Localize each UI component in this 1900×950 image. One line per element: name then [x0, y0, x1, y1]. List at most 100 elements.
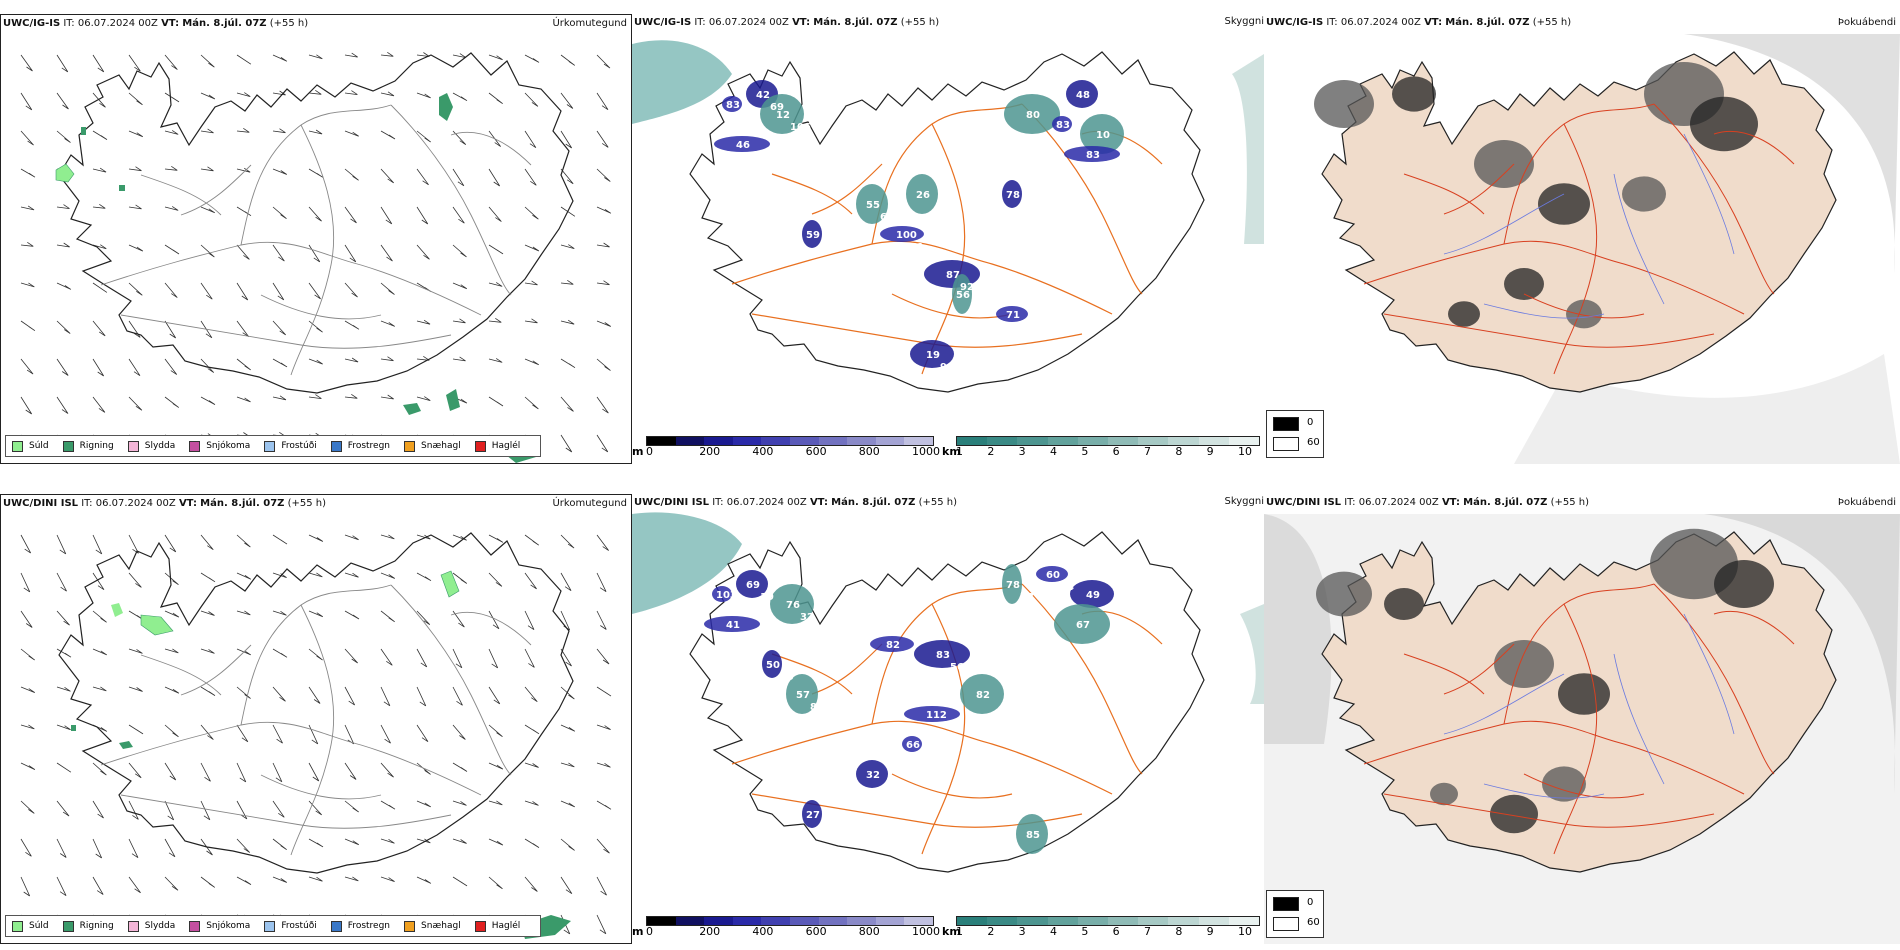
legend-item: Slydda	[127, 920, 176, 932]
legend-item: Súld	[12, 920, 49, 932]
legend-label: Rigning	[79, 921, 114, 931]
legend-swatch	[62, 920, 74, 932]
colorbar-tick: 1	[956, 925, 963, 938]
panel-title: Skyggni	[1224, 16, 1264, 27]
fog-map	[1264, 34, 1900, 464]
legend-label: Frostúði	[281, 441, 317, 451]
cloud-base-label: 103	[716, 590, 737, 601]
fog-map	[1264, 514, 1900, 944]
legend-label: Frostregn	[347, 441, 391, 451]
panel-title: Skyggni	[1224, 496, 1264, 507]
cloud-base-label: 83	[1056, 120, 1070, 131]
panel-header: UWC/DINI ISL IT: 06.07.2024 00Z VT: Mán.…	[634, 497, 958, 508]
cloud-base-label: 71	[1006, 310, 1020, 321]
cloud-base-label: 32	[866, 770, 880, 781]
cloud-base-panel-dini: UWC/DINI ISL IT: 06.07.2024 00Z VT: Mán.…	[632, 494, 1264, 944]
legend-label: Haglél	[491, 441, 521, 451]
cloud-map: 103 69 76 41 50 57 82 83 78 60 49 67 66 32 82 112 27 85 84…	[632, 512, 1264, 873]
colorbar-unit: m	[632, 445, 644, 458]
legend-item: Frostúði	[264, 440, 317, 452]
colorbar-tick: 9	[1206, 925, 1214, 938]
panel-header: UWC/DINI ISL IT: 06.07.2024 00Z VT: Mán.…	[1266, 497, 1590, 508]
colorbar-tick: 7	[1144, 445, 1151, 458]
precip-legend: Súld Rigning Slydda Snjókoma Frostúði Frostre…	[5, 435, 542, 457]
colorbar-tick: 3	[1018, 925, 1026, 938]
cloud-base-label: 19	[926, 350, 940, 361]
cloud-base-label: 76	[786, 600, 800, 611]
legend-swatch	[404, 440, 416, 452]
colorbar-tick: 8	[1175, 445, 1183, 458]
cloud-base-label: 80	[900, 652, 914, 663]
cloud-base-label: 87	[946, 270, 960, 281]
legend-item: Haglél	[474, 440, 521, 452]
colorbar-tick: 9	[1206, 445, 1214, 458]
legend-swatch	[189, 920, 201, 932]
legend-item: Súld	[12, 440, 49, 452]
panel-header: UWC/DINI ISL IT: 06.07.2024 00Z VT: Mán.…	[3, 498, 327, 509]
cloud-base-label: 89	[740, 632, 754, 643]
legend-item: Snjókoma	[189, 920, 251, 932]
precip-blobs	[71, 570, 571, 939]
panel-header: UWC/IG-IS IT: 06.07.2024 00Z VT: Mán. 8.…	[1266, 17, 1572, 28]
legend-item: Haglél	[474, 920, 520, 932]
legend-item: Slydda	[127, 440, 176, 452]
cloud-base-label: 78	[1006, 580, 1020, 591]
precip-legend: Súld Rigning Slydda Snjókoma Frostúði Frostre…	[5, 915, 542, 937]
cloud-base-label: 61	[910, 242, 924, 253]
cloud-base-label: 59	[806, 230, 820, 241]
cloud-base-label: 63	[880, 212, 894, 223]
cloud-base-label: 12	[776, 110, 790, 121]
cloud-base-label: 39	[780, 672, 794, 683]
fog-legend: 0 60	[1266, 410, 1324, 458]
legend-label: Slydda	[144, 441, 176, 451]
cloud-base-label: 88	[810, 702, 824, 713]
legend-label: Slydda	[144, 921, 176, 931]
legend-swatch	[474, 920, 486, 932]
panel-title: Úrkomutegund	[552, 498, 627, 509]
cloud-base-label: 67	[1076, 620, 1090, 631]
legend-swatch	[12, 440, 23, 452]
legend-label: Snæhagl	[421, 921, 461, 931]
precip-blobs	[55, 93, 536, 463]
cloud-base-label: 26	[916, 190, 930, 201]
cloud-base-label: 84	[1060, 582, 1074, 593]
cloud-base-label: 32	[800, 612, 814, 623]
legend-label: Súld	[29, 441, 49, 451]
cloud-base-label: 66	[906, 740, 920, 751]
cloud-base-label: 46	[736, 140, 750, 151]
cloud-base-label: 95	[740, 112, 754, 123]
legend-item: Frostúði	[264, 920, 317, 932]
colorbar-tick: 3	[1018, 445, 1026, 458]
legend-label: Snjókoma	[206, 921, 251, 931]
legend-item: Rigning	[62, 920, 114, 932]
wind-barbs	[20, 534, 612, 935]
legend-label: Frostregn	[347, 921, 391, 931]
cloud-base-label: 112	[926, 710, 947, 721]
colorbar-tick: 8	[1175, 925, 1183, 938]
cloud-base-label: 56	[956, 290, 970, 301]
cloud-base-label: 50	[766, 660, 780, 671]
colorbar-unit: km	[942, 925, 961, 938]
fog-panel-dini: UWC/DINI ISL IT: 06.07.2024 00Z VT: Mán.…	[1264, 494, 1900, 944]
cloud-base-panel-ig: UWC/IG-IS IT: 06.07.2024 00Z VT: Mán. 8.…	[632, 14, 1264, 464]
legend-swatch	[474, 440, 486, 452]
cloud-base-label: 60	[1046, 570, 1060, 581]
panel-header: UWC/IG-IS IT: 06.07.2024 00Z VT: Mán. 8.…	[634, 17, 940, 28]
cloud-base-label: 92	[960, 282, 974, 293]
cloud-base-label: 48	[1076, 90, 1090, 101]
precip-map	[20, 532, 612, 939]
fog-panel-ig: UWC/IG-IS IT: 06.07.2024 00Z VT: Mán. 8.…	[1264, 14, 1900, 464]
colorbar-tick: 600	[805, 445, 827, 458]
colorbar-tick: 600	[805, 925, 827, 938]
colorbar-tick: 400	[752, 445, 774, 458]
colorbar-tick: 0	[646, 925, 653, 938]
panel-title: Þokuábendi	[1837, 17, 1896, 28]
colorbar-tick: 800	[858, 925, 880, 938]
legend-label: Súld	[29, 921, 49, 931]
legend-item: Rigning	[62, 440, 114, 452]
panel-title: Úrkomutegund	[552, 18, 627, 29]
colorbar-tick: 1000	[912, 925, 940, 938]
cloud-base-label: 100	[896, 230, 917, 241]
legend-swatch	[127, 440, 139, 452]
colorbar-tick: 5	[1081, 445, 1089, 458]
